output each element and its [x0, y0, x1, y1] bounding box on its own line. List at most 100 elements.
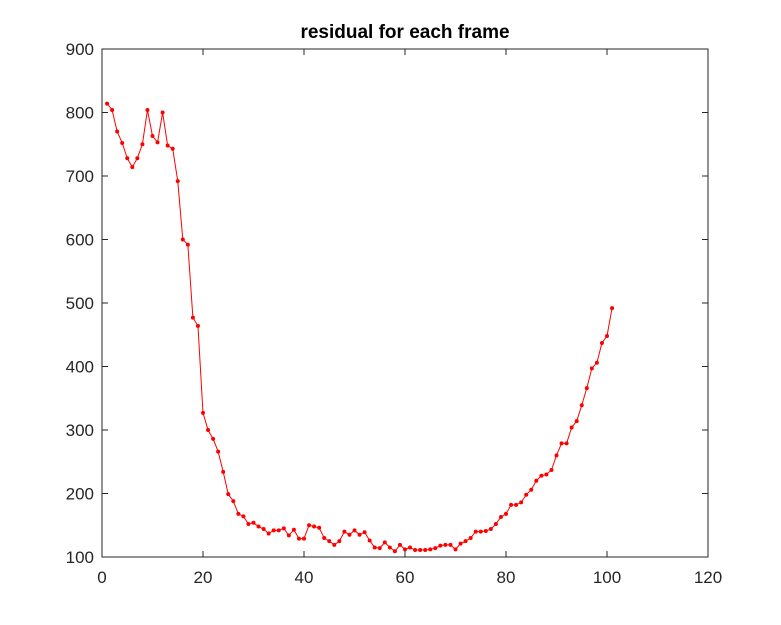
data-point	[357, 532, 362, 537]
plot-area	[101, 48, 709, 558]
data-point	[201, 410, 205, 415]
data-point	[498, 514, 503, 519]
data-point	[493, 521, 498, 526]
data-point	[206, 428, 211, 432]
data-point	[488, 527, 493, 532]
data-point	[190, 315, 195, 320]
data-point	[559, 441, 564, 446]
data-point	[236, 511, 241, 516]
data-point	[423, 548, 428, 553]
data-point	[296, 536, 301, 541]
data-point	[428, 547, 433, 552]
data-point	[514, 502, 519, 507]
data-point	[241, 514, 246, 519]
y-tick-label: 600	[66, 231, 94, 250]
data-point	[256, 524, 261, 529]
data-point	[584, 386, 589, 391]
data-point	[397, 542, 402, 547]
x-tick-label: 120	[694, 568, 722, 587]
data-point	[377, 546, 382, 551]
data-point	[130, 165, 135, 170]
data-point	[458, 541, 463, 546]
data-point	[594, 360, 599, 365]
data-point	[337, 539, 342, 544]
data-point	[286, 533, 291, 538]
y-tick-label: 200	[66, 485, 94, 504]
data-point	[408, 545, 413, 550]
axis-ticks	[101, 48, 709, 558]
data-point	[352, 528, 357, 533]
y-tick-label: 700	[66, 167, 94, 186]
data-point	[327, 539, 332, 544]
x-tick-label: 0	[97, 568, 106, 587]
data-point	[110, 107, 115, 112]
data-point	[195, 323, 200, 328]
data-point	[413, 548, 418, 553]
y-tick-label: 800	[66, 104, 94, 123]
data-point	[322, 535, 327, 540]
data-point	[463, 539, 468, 544]
data-points	[105, 101, 615, 554]
data-point	[478, 529, 483, 534]
data-point	[271, 528, 276, 533]
axis-tick-labels: 0 20 40 60 80 100 120 100 200 300 400 500 600 700 800 9…	[66, 40, 723, 587]
data-point	[473, 529, 478, 534]
data-point	[226, 492, 231, 497]
data-point	[312, 524, 317, 529]
data-point	[115, 129, 120, 134]
y-tick-label: 500	[66, 294, 94, 313]
data-point	[231, 499, 236, 504]
y-tick-label: 400	[66, 358, 94, 377]
data-point	[180, 237, 185, 242]
data-point	[433, 546, 438, 551]
data-point	[281, 526, 286, 531]
data-point	[211, 436, 216, 441]
y-tick-label: 900	[66, 40, 94, 59]
data-point	[589, 366, 594, 371]
data-point	[155, 140, 160, 145]
data-point	[362, 530, 367, 535]
data-point	[170, 146, 175, 151]
data-point	[610, 306, 615, 311]
data-point	[483, 528, 488, 533]
data-point	[539, 473, 544, 478]
data-point	[246, 521, 251, 526]
data-point	[544, 472, 549, 477]
y-tick-label: 100	[66, 548, 94, 567]
data-point	[175, 179, 180, 184]
data-point	[387, 545, 392, 550]
data-point	[392, 549, 397, 554]
data-point	[529, 487, 534, 492]
data-point	[160, 110, 165, 115]
data-point	[185, 242, 190, 247]
data-point	[382, 540, 387, 545]
data-point	[266, 531, 271, 536]
data-point	[307, 523, 312, 528]
data-point	[150, 133, 155, 138]
data-point	[347, 532, 352, 537]
data-point	[453, 547, 458, 552]
data-point	[468, 535, 473, 540]
data-point	[165, 143, 170, 148]
data-point	[105, 101, 110, 106]
data-point	[579, 403, 584, 408]
x-tick-label: 80	[497, 568, 516, 587]
data-point	[574, 419, 579, 424]
x-tick-label: 40	[295, 568, 314, 587]
data-point	[216, 449, 221, 454]
x-tick-label: 60	[396, 568, 415, 587]
data-point	[605, 334, 609, 339]
data-point	[504, 511, 508, 516]
data-point	[418, 548, 423, 553]
data-point	[302, 536, 306, 541]
data-point	[524, 492, 529, 497]
data-point	[317, 525, 322, 530]
data-point	[276, 528, 281, 533]
data-point	[140, 142, 145, 147]
y-tick-label: 300	[66, 421, 94, 440]
data-point	[403, 547, 407, 552]
data-point	[448, 542, 453, 547]
data-point	[372, 545, 377, 550]
data-point	[509, 502, 514, 507]
